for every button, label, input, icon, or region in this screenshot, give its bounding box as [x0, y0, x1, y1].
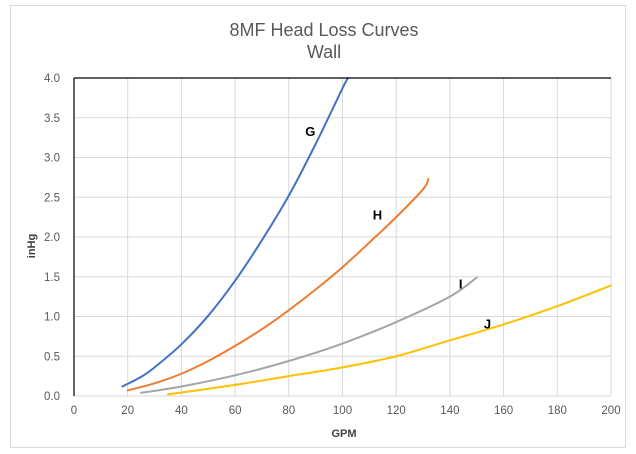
y-tick-label: 2.0 — [44, 232, 60, 244]
series-label-h: H — [373, 208, 382, 223]
y-tick-label: 4.0 — [44, 73, 60, 85]
x-tick-label: 140 — [440, 405, 459, 417]
series-line-j — [166, 284, 612, 396]
x-tick-label: 160 — [494, 405, 513, 417]
x-axis-title: GPM — [331, 428, 356, 440]
x-tick-label: 180 — [548, 405, 567, 417]
chart-title: 8MF Head Loss Curves — [229, 20, 418, 40]
series-label-g: G — [305, 124, 315, 139]
series-line-g — [121, 77, 349, 388]
x-tick-label: 100 — [333, 405, 352, 417]
x-tick-label: 120 — [387, 405, 406, 417]
x-tick-label: 0 — [71, 405, 77, 417]
series-line-h — [126, 177, 430, 392]
y-tick-label: 3.0 — [44, 153, 60, 165]
axis-layer: 0 20 40 60 80 100 120 140 160 180 200 0.0 0.5 1.0 1.5 2… — [44, 73, 621, 417]
chart-frame: G H I J 0 20 40 60 80 100 120 140 160 180 200 0.0 0.5 1.… — [10, 5, 626, 448]
series-label-i: I — [459, 277, 463, 292]
x-tick-label: 200 — [601, 405, 620, 417]
head-loss-chart: G H I J 0 20 40 60 80 100 120 140 160 180 200 0.0 0.5 1.… — [26, 20, 621, 440]
y-tick-label: 0.0 — [44, 391, 60, 403]
y-axis-title: inHg — [26, 234, 38, 258]
grid-layer — [73, 77, 612, 397]
chart-subtitle: Wall — [307, 42, 341, 62]
text-layer: 8MF Head Loss Curves Wall GPM inHg — [26, 20, 419, 440]
x-tick-label: 20 — [121, 405, 134, 417]
x-tick-label: 80 — [282, 405, 295, 417]
y-tick-label: 1.5 — [44, 272, 60, 284]
y-tick-label: 0.5 — [44, 351, 60, 363]
y-tick-label: 2.5 — [44, 192, 60, 204]
y-tick-label: 3.5 — [44, 113, 60, 125]
series-line-i — [140, 276, 478, 394]
series-label-j: J — [484, 316, 491, 331]
x-tick-label: 60 — [229, 405, 242, 417]
x-tick-label: 40 — [175, 405, 188, 417]
curve-layer: G H I J — [121, 77, 612, 396]
y-tick-label: 1.0 — [44, 312, 60, 324]
